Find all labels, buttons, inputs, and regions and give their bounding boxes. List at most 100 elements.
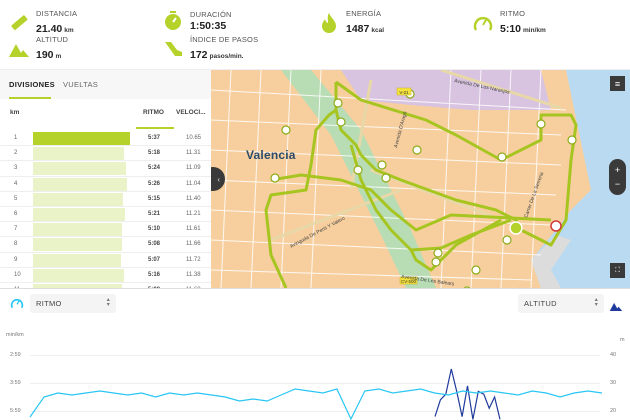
split-speed: 10.65 — [186, 135, 202, 141]
split-km: 9 — [14, 256, 18, 263]
split-km: 5 — [14, 195, 18, 202]
tab-vueltas[interactable]: VUELTAS — [62, 80, 99, 89]
split-pace: 5:08 — [148, 287, 160, 288]
table-row[interactable]: 9 5:07 11.72 — [0, 253, 211, 268]
splits-table-body: 1 5:37 10.65 2 5:18 11.31 3 5:24 11.09 4 5:26 11.04… — [0, 131, 211, 288]
right-tick: 20 — [610, 408, 617, 414]
stat-value: 1:50:35 — [190, 19, 227, 32]
split-km: 7 — [14, 226, 18, 233]
stat-altitude: ALTITUD 190 m — [8, 36, 68, 62]
road-badge-cv500: CV-500 — [401, 279, 417, 284]
zoom-control: + − — [609, 159, 626, 195]
split-bar — [33, 192, 123, 206]
road-badge-v21: V-21 — [399, 90, 409, 95]
table-row[interactable]: 6 5:21 11.21 — [0, 207, 211, 223]
stat-unit: min/km — [523, 26, 546, 34]
stat-pace: RITMO 5:10 min/km — [472, 10, 546, 36]
header-speed[interactable]: VELOCI... — [176, 109, 206, 116]
table-row[interactable]: 10 5:16 11.38 — [0, 268, 211, 283]
zoom-in-button[interactable]: + — [614, 165, 621, 175]
split-km: 4 — [14, 180, 18, 187]
left-tick: 3:59 — [10, 380, 21, 386]
split-speed: 11.09 — [186, 165, 201, 172]
shoe-icon — [162, 38, 184, 60]
split-bar — [33, 253, 121, 267]
city-label: Valencia — [246, 148, 296, 162]
fullscreen-button[interactable]: ⛶ — [610, 263, 625, 278]
stat-label: DURACIÓN — [190, 10, 232, 19]
split-speed: 11.72 — [186, 256, 201, 263]
split-pace: 5:16 — [148, 271, 161, 278]
split-pace: 5:24 — [148, 165, 161, 172]
stat-label: ENERGÍA — [346, 9, 382, 18]
table-row[interactable]: 5 5:15 11.40 — [0, 192, 211, 207]
header-pace[interactable]: RITMO — [143, 109, 164, 116]
gridline — [30, 355, 600, 356]
splits-panel: DIVISIONES VUELTAS km RITMO VELOCI... 1 5… — [0, 70, 211, 288]
table-row[interactable]: 4 5:26 11.04 — [0, 177, 211, 192]
split-pace: 5:18 — [148, 150, 161, 157]
split-bar — [33, 238, 122, 252]
right-metric-value: ALTITUD — [524, 299, 557, 308]
collapse-panel-button[interactable]: ‹ — [211, 167, 225, 191]
speedometer-icon — [10, 296, 24, 314]
stat-value: 1487 — [346, 22, 370, 35]
split-km: 1 — [14, 135, 18, 141]
table-row[interactable]: 8 5:08 11.66 — [0, 237, 211, 253]
stat-unit: pasos/min. — [209, 52, 244, 60]
mountain-icon — [609, 298, 623, 316]
split-bar — [33, 268, 124, 282]
split-speed: 11.31 — [186, 150, 201, 157]
left-metric-select[interactable]: RITMO ▴ ▾ — [30, 294, 116, 313]
speedometer-icon — [472, 12, 494, 34]
split-speed: 11.68 — [186, 287, 201, 288]
table-row[interactable]: 2 5:18 11.31 — [0, 146, 211, 162]
header-km: km — [10, 109, 20, 116]
right-metric-select[interactable]: ALTITUD ▴ ▾ — [518, 294, 604, 313]
split-bar — [33, 177, 127, 191]
stat-value: 5:10 — [500, 22, 522, 35]
split-speed: 11.40 — [186, 195, 201, 202]
split-pace: 5:37 — [148, 135, 161, 141]
left-tick: 5:59 — [10, 408, 21, 414]
split-bar — [33, 132, 130, 145]
table-row[interactable]: 11 5:08 11.68 — [0, 283, 211, 288]
stat-label: DISTANCIA — [36, 9, 78, 18]
split-pace: 5:26 — [148, 180, 161, 187]
split-speed: 11.61 — [186, 226, 201, 233]
table-row[interactable]: 7 5:10 11.61 — [0, 222, 211, 238]
tab-divisiones[interactable]: DIVISIONES — [9, 80, 55, 89]
split-pace: 5:08 — [148, 241, 161, 248]
left-axis-unit: min/km — [6, 332, 24, 338]
split-speed: 11.04 — [186, 180, 201, 187]
split-speed: 11.66 — [186, 241, 201, 248]
stat-unit: km — [64, 26, 74, 34]
split-bar — [33, 223, 122, 237]
sort-indicator — [136, 127, 174, 129]
split-km: 2 — [14, 150, 18, 157]
table-row[interactable]: 3 5:24 11.09 — [0, 161, 211, 177]
left-tick: 2:59 — [10, 352, 21, 358]
line-chart[interactable] — [0, 289, 630, 420]
gridline — [30, 383, 600, 384]
chevron-left-icon: ‹ — [217, 174, 220, 184]
right-tick: 30 — [610, 380, 617, 386]
zoom-out-button[interactable]: − — [614, 179, 621, 189]
split-speed: 11.38 — [186, 271, 201, 278]
table-row[interactable]: 1 5:37 10.65 — [0, 131, 211, 147]
route-map[interactable]: V-21 CV-500 Avenida De Los Naranjos Aven… — [211, 70, 630, 288]
split-pace: 5:10 — [148, 226, 161, 233]
split-pace: 5:21 — [148, 210, 161, 217]
mountain-icon — [8, 38, 30, 60]
split-pace: 5:15 — [148, 195, 161, 202]
stat-value: 172 — [190, 48, 208, 61]
activity-summary: DISTANCIA 21.40 km ALTITUD 190 m DURACIÓN … — [0, 0, 630, 70]
ruler-icon — [8, 12, 30, 34]
split-km: 6 — [14, 210, 18, 217]
layers-button[interactable]: ≡ — [610, 76, 625, 91]
splits-table-header: km RITMO VELOCI... — [0, 99, 211, 131]
select-arrows-icon: ▴ ▾ — [106, 297, 110, 308]
menu-icon: ≡ — [614, 78, 621, 89]
split-km: 8 — [14, 241, 18, 248]
